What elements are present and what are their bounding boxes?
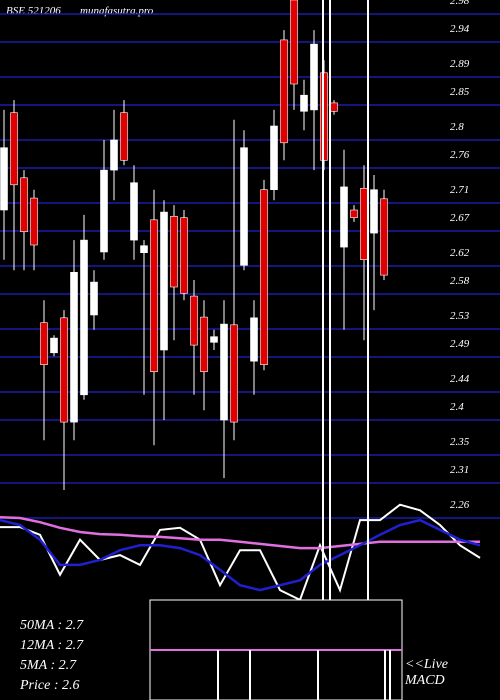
macd-panel bbox=[149, 599, 403, 700]
candle-body bbox=[250, 317, 258, 362]
candle-body bbox=[350, 209, 358, 218]
y-tick-label: 2.94 bbox=[450, 23, 470, 35]
candle-body bbox=[110, 139, 118, 171]
candle-body bbox=[190, 295, 198, 346]
indicator-line bbox=[0, 503, 481, 602]
y-tick-label: 2.89 bbox=[450, 58, 470, 70]
candle-body bbox=[180, 217, 188, 294]
candle-body bbox=[370, 189, 378, 234]
candle-body bbox=[170, 216, 178, 288]
candle-body bbox=[0, 147, 8, 211]
candle-body bbox=[210, 336, 218, 343]
candle-body bbox=[220, 323, 228, 421]
y-tick-label: 2.76 bbox=[450, 149, 470, 161]
y-tick-label: 2.62 bbox=[450, 247, 470, 259]
y-tick-label: 2.49 bbox=[450, 338, 470, 350]
candle-body bbox=[70, 271, 78, 423]
candle-body bbox=[40, 322, 48, 366]
y-tick-label: 2.4 bbox=[450, 401, 464, 413]
legend-line: 12MA : 2.7 bbox=[20, 638, 84, 653]
candle-body bbox=[240, 147, 248, 266]
chart-title: BSE 521206 bbox=[6, 5, 61, 17]
candle-body bbox=[140, 245, 148, 253]
candle-body bbox=[30, 197, 38, 246]
y-tick-label: 2.31 bbox=[450, 464, 469, 476]
candle-body bbox=[50, 337, 58, 354]
candle-body bbox=[300, 94, 308, 112]
indicator-line bbox=[0, 518, 481, 592]
y-tick-label: 2.71 bbox=[450, 184, 469, 196]
candle-body bbox=[290, 0, 298, 85]
candle-body bbox=[200, 316, 208, 373]
legend-line: 5MA : 2.7 bbox=[20, 658, 77, 673]
candle-body bbox=[120, 112, 128, 161]
macd-label: MACD bbox=[404, 673, 445, 688]
macd-bars bbox=[217, 650, 391, 700]
y-tick-label: 2.44 bbox=[450, 373, 470, 385]
y-tick-label: 2.35 bbox=[450, 436, 470, 448]
y-tick-label: 2.85 bbox=[450, 86, 470, 98]
candle-body bbox=[10, 112, 18, 186]
candle-body bbox=[230, 324, 238, 423]
y-tick-label: 2.98 bbox=[450, 0, 470, 7]
candle-body bbox=[60, 317, 68, 423]
candle-body bbox=[270, 125, 278, 191]
candle-body bbox=[360, 188, 368, 261]
candle-body bbox=[100, 169, 108, 253]
legend-line: Price : 2.6 bbox=[19, 678, 79, 693]
legend-line: 50MA : 2.7 bbox=[20, 618, 84, 633]
candle-body bbox=[90, 281, 98, 316]
macd-label: <<Live bbox=[405, 657, 448, 672]
candle-body bbox=[380, 198, 388, 276]
candle-body bbox=[80, 239, 88, 396]
candle-body bbox=[280, 39, 288, 144]
y-tick-label: 2.67 bbox=[450, 212, 470, 224]
chart-subtitle: munafasutra.pro bbox=[80, 5, 154, 17]
candle-body bbox=[20, 177, 28, 233]
candle-body bbox=[130, 182, 138, 241]
candle-body bbox=[160, 211, 168, 351]
y-tick-label: 2.26 bbox=[450, 499, 470, 511]
candle-body bbox=[330, 102, 338, 112]
candle-body bbox=[310, 43, 318, 111]
indicator-line bbox=[0, 516, 480, 550]
candle-body bbox=[260, 189, 268, 365]
y-tick-label: 2.58 bbox=[450, 275, 470, 287]
y-tick-label: 2.8 bbox=[450, 121, 464, 133]
candle-body bbox=[150, 219, 158, 372]
y-tick-label: 2.53 bbox=[450, 310, 470, 322]
candle-body bbox=[340, 186, 348, 248]
